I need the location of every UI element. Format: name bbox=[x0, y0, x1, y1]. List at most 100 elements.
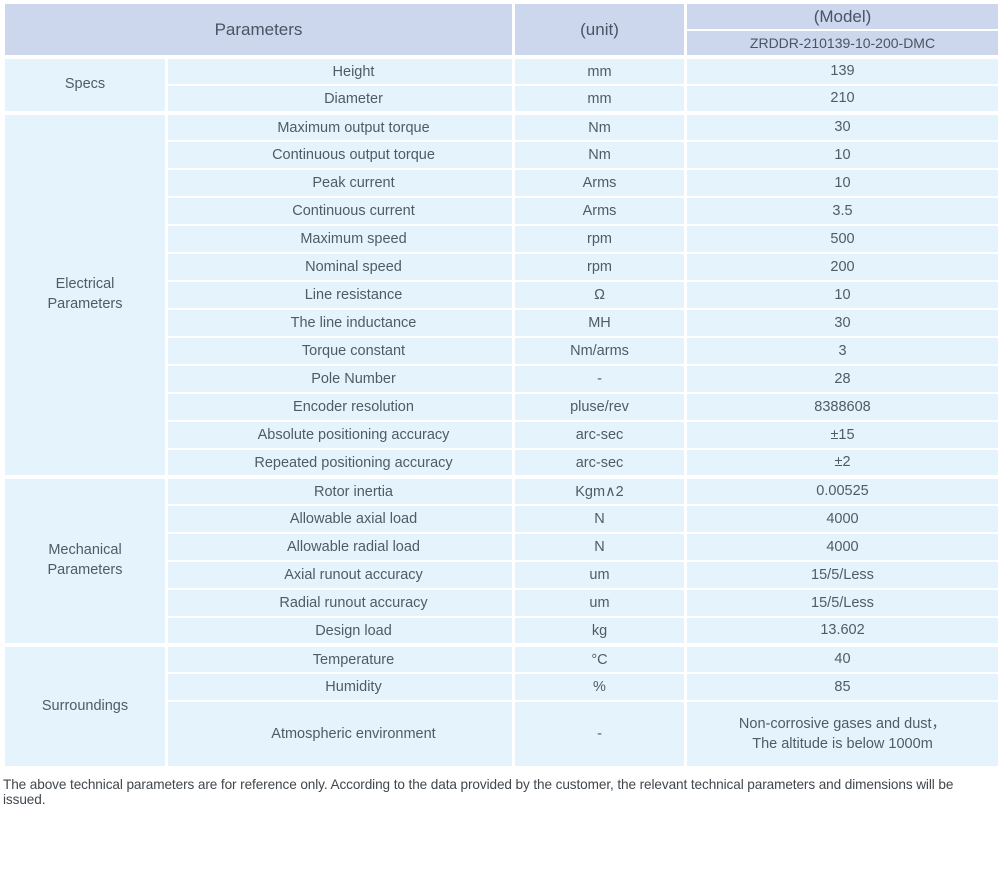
value-cell: 15/5/Less bbox=[684, 560, 1000, 590]
value-cell: 210 bbox=[684, 84, 1000, 114]
unit-cell: - bbox=[512, 364, 687, 394]
footer-note: The above technical parameters are for r… bbox=[3, 777, 954, 807]
table-row: Maximum speed rpm 500 bbox=[4, 224, 1000, 254]
group-label: Mechanical Parameters bbox=[47, 542, 123, 578]
value-cell: 10 bbox=[684, 140, 1000, 170]
group-cell: Electrical Parameters bbox=[2, 111, 168, 478]
parameter-cell: Atmospheric environment bbox=[165, 700, 515, 768]
unit-cell: °C bbox=[512, 643, 687, 674]
parameter-cell: Height bbox=[165, 55, 515, 86]
table-row: Atmospheric environment - Non-corrosive ga… bbox=[4, 700, 1000, 768]
parameter-cell: Peak current bbox=[165, 168, 515, 198]
unit-cell: % bbox=[512, 672, 687, 702]
table-row: Allowable radial load N 4000 bbox=[4, 532, 1000, 562]
group-cell: Mechanical Parameters bbox=[2, 475, 168, 646]
value-cell: 8388608 bbox=[684, 392, 1000, 422]
parameter-cell: Radial runout accuracy bbox=[165, 588, 515, 618]
header-row-1: Parameters (unit) (Model) bbox=[2, 2, 1000, 58]
table-row: Torque constant Nm/arms 3 bbox=[4, 336, 1000, 366]
table-body: Specs Height mm 139 Diameter mm 210 Electrical … bbox=[2, 55, 1000, 768]
table-row: Continuous output torque Nm 10 bbox=[4, 140, 1000, 170]
parameter-cell: Diameter bbox=[165, 84, 515, 114]
unit-cell: N bbox=[512, 532, 687, 562]
table-row: Pole Number -28 bbox=[4, 364, 1000, 394]
value-cell: 4000 bbox=[684, 504, 1000, 534]
value-cell: 139 bbox=[684, 55, 1000, 86]
table-row: Line resistance Ω 10 bbox=[4, 280, 1000, 310]
value-cell: 40 bbox=[684, 643, 1000, 674]
value-cell: Non-corrosive gases and dust， The altitud… bbox=[684, 700, 1000, 768]
parameter-cell: Continuous output torque bbox=[165, 140, 515, 170]
group-cell: Surroundings bbox=[2, 643, 168, 768]
unit-cell: um bbox=[512, 588, 687, 618]
model-value: ZRDDR-210139-10-200-DMC bbox=[684, 29, 1000, 58]
value-cell: 500 bbox=[684, 224, 1000, 254]
unit-cell: Ω bbox=[512, 280, 687, 310]
unit-cell: arc-sec bbox=[512, 448, 687, 478]
parameter-cell: Torque constant bbox=[165, 336, 515, 366]
unit-cell: mm bbox=[512, 84, 687, 114]
parameter-cell: The line inductance bbox=[165, 308, 515, 338]
table-row: Absolute positioning accuracy arc-sec ±15 bbox=[4, 420, 1000, 450]
parameter-cell: Repeated positioning accuracy bbox=[165, 448, 515, 478]
parameter-cell: Maximum speed bbox=[165, 224, 515, 254]
parameter-cell: Allowable radial load bbox=[165, 532, 515, 562]
unit-cell: mm bbox=[512, 55, 687, 86]
parameter-cell: Pole Number bbox=[165, 364, 515, 394]
unit-cell: Arms bbox=[512, 168, 687, 198]
table-row: Mechanical Parameters Rotor inertia Kgm∧2 0… bbox=[2, 475, 1000, 646]
table-row: Specs Height mm 139 bbox=[2, 55, 1000, 114]
table-row: Encoder resolution pluse/rev 8388608 bbox=[4, 392, 1000, 422]
unit-cell: - bbox=[512, 700, 687, 768]
table-row: Peak current Arms 10 bbox=[4, 168, 1000, 198]
table-row: Continuous current Arms 3.5 bbox=[4, 196, 1000, 226]
table-row: Allowable axial load N 4000 bbox=[4, 504, 1000, 534]
parameter-cell: Line resistance bbox=[165, 280, 515, 310]
unit-cell: arc-sec bbox=[512, 420, 687, 450]
unit-cell: rpm bbox=[512, 252, 687, 282]
table-row: Electrical Parameters Maximum output torq… bbox=[2, 111, 1000, 478]
table-row: Humidity% 85 bbox=[4, 672, 1000, 702]
table-row: Diameter mm 210 bbox=[4, 84, 1000, 114]
unit-cell: Kgm∧2 bbox=[512, 475, 687, 506]
table-row: Radial runout accuracy um 15/5/Less bbox=[4, 588, 1000, 618]
page: Parameters (unit) (Model) ZRDDR-210139-1… bbox=[2, 2, 1000, 807]
value-cell: 200 bbox=[684, 252, 1000, 282]
group-label: Electrical Parameters bbox=[47, 276, 123, 312]
group-cell: Specs bbox=[2, 55, 168, 114]
header-parameters: Parameters bbox=[2, 2, 515, 58]
unit-cell: kg bbox=[512, 616, 687, 646]
value-cell: 10 bbox=[684, 168, 1000, 198]
value-cell: 85 bbox=[684, 672, 1000, 702]
parameter-cell: Absolute positioning accuracy bbox=[165, 420, 515, 450]
spec-table: Parameters (unit) (Model) ZRDDR-210139-1… bbox=[2, 2, 1000, 768]
header-model: (Model) bbox=[684, 2, 1000, 31]
value-cell: 28 bbox=[684, 364, 1000, 394]
value-cell: 15/5/Less bbox=[684, 588, 1000, 618]
table-row: Design load kg 13.602 bbox=[4, 616, 1000, 646]
value-cell: 30 bbox=[684, 308, 1000, 338]
table-row: Repeated positioning accuracy arc-sec ±2 bbox=[4, 448, 1000, 478]
value-cell: 4000 bbox=[684, 532, 1000, 562]
group-label: Surroundings bbox=[41, 697, 129, 714]
table-row: Surroundings Temperature °C 40 bbox=[2, 643, 1000, 768]
value-cell: 13.602 bbox=[684, 616, 1000, 646]
parameter-cell: Continuous current bbox=[165, 196, 515, 226]
unit-cell: pluse/rev bbox=[512, 392, 687, 422]
unit-cell: MH bbox=[512, 308, 687, 338]
unit-cell: um bbox=[512, 560, 687, 590]
unit-cell: rpm bbox=[512, 224, 687, 254]
header-row-2: ZRDDR-210139-10-200-DMC bbox=[4, 29, 1000, 58]
value-cell: 3 bbox=[684, 336, 1000, 366]
parameter-cell: Temperature bbox=[165, 643, 515, 674]
parameter-cell: Humidity bbox=[165, 672, 515, 702]
table-row: The line inductance MH 30 bbox=[4, 308, 1000, 338]
value-cell: 30 bbox=[684, 111, 1000, 142]
table-row: Nominal speed rpm 200 bbox=[4, 252, 1000, 282]
unit-cell: Nm/arms bbox=[512, 336, 687, 366]
value-cell: 3.5 bbox=[684, 196, 1000, 226]
unit-cell: Nm bbox=[512, 140, 687, 170]
header-unit: (unit) bbox=[512, 2, 687, 58]
unit-cell: Arms bbox=[512, 196, 687, 226]
value-cell: ±2 bbox=[684, 448, 1000, 478]
